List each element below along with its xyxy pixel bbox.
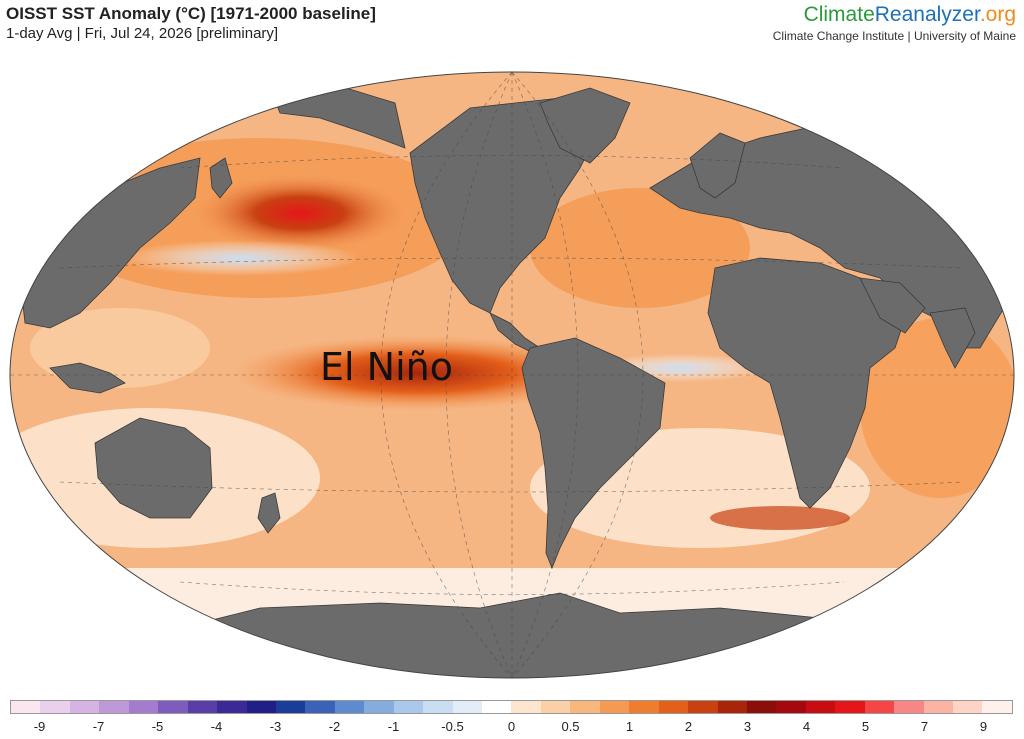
colorbar-swatch — [364, 701, 394, 713]
brand-logo-part-climate: Climate — [803, 3, 875, 26]
colorbar-tick-label: -4 — [210, 719, 223, 734]
colorbar-swatch — [864, 701, 895, 713]
colorbar-swatch — [217, 701, 247, 713]
colorbar-swatch — [11, 701, 41, 713]
indian-ocean-warm — [860, 318, 1014, 498]
colorbar-swatch — [599, 701, 630, 713]
colorbar-swatch — [423, 701, 453, 713]
map-subtitle: 1-day Avg | Fri, Jul 24, 2026 [prelimina… — [6, 25, 279, 42]
colorbar — [10, 700, 1013, 714]
colorbar-swatch — [658, 701, 689, 713]
colorbar-tick-label: 7 — [920, 719, 929, 734]
colorbar-swatch — [275, 701, 306, 713]
colorbar-swatch — [835, 701, 865, 713]
colorbar-swatch — [40, 701, 70, 713]
el-nino-region — [230, 335, 610, 411]
north-pacific-hotspot — [190, 173, 410, 253]
colorbar-swatch — [688, 701, 718, 713]
japan — [209, 157, 233, 199]
graticule-meridian-w1 — [445, 72, 513, 678]
brand-block: ClimateReanalyzer.org Climate Change Ins… — [773, 3, 1016, 43]
colorbar-swatch — [953, 701, 983, 713]
graticule-30n — [59, 257, 965, 269]
colorbar-swatch — [334, 701, 365, 713]
colorbar-swatch — [246, 701, 276, 713]
australia — [94, 417, 213, 519]
colorbar-swatch — [923, 701, 953, 713]
south-atlantic-warm-streak — [710, 506, 850, 530]
colorbar-tick-label: 0 — [507, 719, 516, 734]
colorbar-swatch — [99, 701, 129, 713]
brand-logo-part-reanalyzer: Reanalyzer — [874, 3, 980, 26]
colorbar-tick-label: -5 — [151, 719, 164, 734]
brand-logo[interactable]: ClimateReanalyzer.org — [773, 3, 1016, 27]
graticule-meridian-e2 — [511, 72, 644, 678]
colorbar-tick-label: 4 — [802, 719, 811, 734]
brand-logo-part-org: .org — [979, 3, 1016, 26]
indonesia — [49, 362, 126, 394]
graticule-60n — [179, 155, 845, 169]
new-zealand — [257, 492, 281, 534]
colorbar-ticks: -9 -7 -5 -4 -3 -2 -1 -0.5 0 0.5 1 2 3 4 5 7 9 — [10, 719, 1013, 735]
colorbar-tick-label: 1 — [625, 719, 634, 734]
colorbar-tick-label: 5 — [861, 719, 870, 734]
colorbar-tick-label: -0.5 — [441, 719, 464, 734]
colorbar-swatch — [187, 701, 218, 713]
colorbar-tick-label: 3 — [743, 719, 752, 734]
colorbar-swatch — [570, 701, 600, 713]
graticule — [10, 72, 1014, 678]
graticule-30s — [59, 481, 965, 493]
colorbar-swatch — [305, 701, 335, 713]
colorbar-tick-label: -9 — [33, 719, 46, 734]
colorbar-swatch — [511, 701, 541, 713]
map-title: OISST SST Anomaly (°C) [1971-2000 baseli… — [6, 4, 376, 23]
colorbar-tick-label: -2 — [328, 719, 341, 734]
colorbar-tick-label: -1 — [387, 719, 400, 734]
colorbar-tick-label: -3 — [269, 719, 282, 734]
graticule-meridian-e1 — [511, 72, 579, 678]
el-nino-label: El Niño — [320, 345, 453, 389]
colorbar-swatch — [158, 701, 188, 713]
colorbar-swatch — [894, 701, 924, 713]
colorbar-swatch — [128, 701, 159, 713]
colorbar-tick-label: 0.5 — [561, 719, 580, 734]
colorbar-swatch — [482, 701, 512, 713]
graticule-60s — [179, 581, 845, 595]
colorbar-swatch — [452, 701, 482, 713]
brand-subtitle: Climate Change Institute | University of… — [772, 29, 1016, 43]
colorbar-swatch — [717, 701, 747, 713]
colorbar-tick-label: 9 — [979, 719, 988, 734]
colorbar-swatch — [746, 701, 777, 713]
globe-outline — [9, 71, 1015, 679]
arabia — [859, 277, 926, 334]
colorbar-swatch — [540, 701, 571, 713]
colorbar-tick-label: -7 — [92, 719, 105, 734]
colorbar-swatch — [69, 701, 100, 713]
south-america — [521, 337, 666, 570]
scandinavia — [689, 132, 746, 199]
india — [929, 307, 976, 369]
north-atlantic-warm — [530, 188, 750, 308]
world-map: El Niño — [9, 71, 1015, 679]
pacific-cool-band — [120, 240, 360, 276]
greenland — [539, 87, 631, 164]
colorbar-swatch — [982, 701, 1012, 713]
colorbar-swatch — [629, 701, 659, 713]
colorbar-swatch — [805, 701, 836, 713]
colorbar-swatch — [776, 701, 806, 713]
colorbar-swatch — [393, 701, 424, 713]
graticule-meridian-w2 — [380, 72, 513, 678]
colorbar-tick-label: 2 — [684, 719, 693, 734]
